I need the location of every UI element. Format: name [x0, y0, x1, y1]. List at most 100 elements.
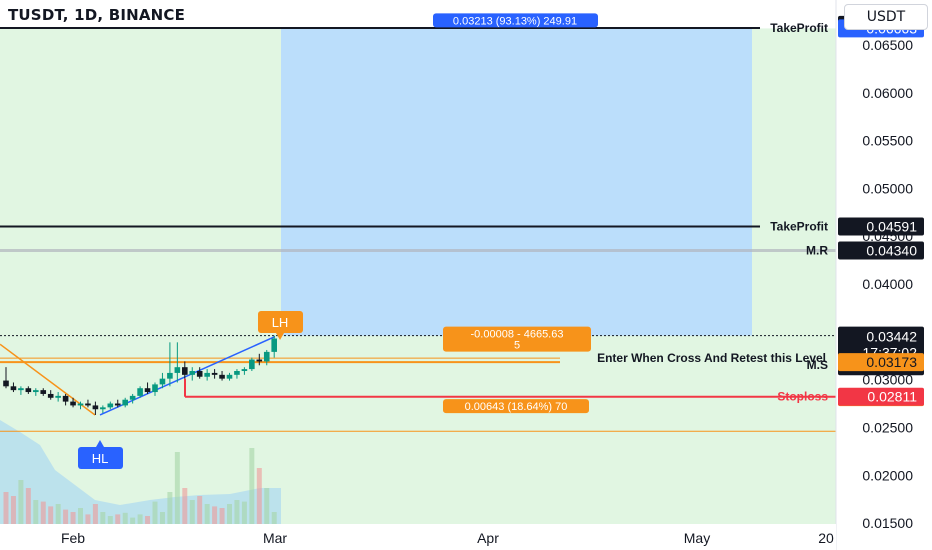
- candle-body: [144, 388, 151, 393]
- volume-bar: [234, 500, 240, 524]
- right-green-zone: [752, 28, 836, 525]
- volume-bar: [137, 514, 143, 524]
- mr-price-tag: 0.04340: [866, 243, 917, 259]
- stoploss-label: Stoploss: [777, 390, 828, 404]
- candle-body: [77, 403, 84, 406]
- entry-label-2: 5: [514, 340, 520, 352]
- x-tick-label: Mar: [263, 530, 287, 546]
- entry-label-box: [443, 326, 591, 352]
- candle-body: [196, 371, 203, 377]
- stop-label-box: [443, 399, 589, 414]
- x-tick-label: May: [684, 530, 710, 546]
- candle-body: [70, 401, 76, 406]
- chart-title: TUSDT, 1D, BINANCE: [8, 6, 186, 24]
- x-tick-label: 20: [818, 530, 834, 546]
- candle-body: [249, 359, 255, 370]
- y-tick-label: 0.03000: [862, 372, 913, 388]
- candle-body: [33, 390, 39, 393]
- left-green-zone: [0, 28, 281, 525]
- volume-bar: [189, 500, 195, 524]
- target-label: 0.03213 (93.13%) 249.91: [453, 15, 577, 27]
- candle-body: [234, 371, 240, 375]
- downtrend-line: [0, 343, 96, 416]
- volume-bar: [182, 488, 188, 524]
- uptrend-line: [99, 335, 276, 416]
- y-tick-label: 0.04000: [862, 276, 913, 292]
- candle-body: [204, 372, 210, 377]
- ms-price-tag: 0.03173: [866, 354, 917, 370]
- volume-bar: [130, 517, 136, 524]
- lower-green-zone: [281, 335, 752, 524]
- time-axis-bg: [0, 524, 836, 550]
- volume-bar: [122, 512, 128, 524]
- entry-note: Enter When Cross And Retest this Level: [597, 351, 826, 365]
- tp2-price-tag-box: [838, 217, 924, 236]
- level-label: TakeProfit: [770, 21, 828, 35]
- price-axis-bg: [836, 0, 932, 550]
- target-label-box: [433, 13, 598, 28]
- volume-bar: [40, 501, 46, 524]
- y-tick-label: 0.06500: [862, 37, 913, 53]
- volume-bar: [145, 516, 151, 524]
- candle-body: [122, 399, 128, 406]
- stoploss-price-tag: 0.02811: [867, 389, 917, 405]
- stop-label: 0.00643 (18.64%) 70: [465, 401, 568, 413]
- volume-bar: [18, 480, 24, 524]
- y-tick-label: 0.02500: [862, 419, 913, 435]
- currency-button[interactable]: USDT: [844, 4, 928, 30]
- volume-bar: [115, 514, 121, 524]
- candle-body: [211, 372, 218, 375]
- volume-bar: [249, 448, 255, 524]
- volume-bar: [33, 500, 39, 524]
- lh-pointer: [276, 333, 284, 340]
- volume-bar: [3, 492, 9, 524]
- hl-label: HL: [92, 451, 109, 466]
- last-price-tag: 0.03442: [866, 328, 917, 344]
- candle-body: [10, 386, 17, 391]
- volume-bar: [85, 514, 91, 524]
- candle-body: [85, 403, 91, 406]
- candle-body: [62, 395, 69, 402]
- volume-bar: [174, 452, 180, 524]
- tp2-price-tag: 0.04591: [866, 219, 917, 235]
- y-tick-label: 0.05500: [862, 133, 913, 149]
- last-price-box: [838, 327, 924, 362]
- lh-box: [258, 311, 303, 333]
- x-tick-label: Apr: [477, 530, 499, 546]
- candle-body: [226, 374, 233, 379]
- candle-body: [100, 407, 106, 410]
- volume-ma-area: [0, 420, 281, 524]
- candle-body: [92, 405, 99, 410]
- volume-bar: [152, 501, 158, 524]
- x-tick-label: Feb: [61, 530, 85, 546]
- candle-body: [189, 371, 196, 375]
- hl-pointer: [96, 440, 104, 447]
- volume-bar: [48, 506, 54, 524]
- candle-body: [137, 388, 143, 396]
- volume-bar: [159, 512, 165, 524]
- candle-body: [3, 380, 9, 387]
- candle-body: [159, 378, 166, 385]
- volume-bar: [107, 516, 113, 524]
- candle-body: [114, 403, 121, 406]
- candle-body: [152, 384, 158, 393]
- y-tick-label: 0.01500: [862, 515, 913, 531]
- hl-box: [78, 447, 123, 469]
- y-tick-label: 0.06000: [862, 85, 913, 101]
- volume-bar: [63, 509, 69, 524]
- volume-bar: [92, 504, 98, 524]
- candle-body: [256, 359, 263, 362]
- candle-body: [263, 351, 270, 362]
- volume-bar: [271, 512, 277, 524]
- volume-bar: [70, 512, 76, 524]
- volume-bar: [204, 504, 210, 524]
- ms-label: M.S: [807, 358, 828, 372]
- y-tick-label: 0.02000: [862, 467, 913, 483]
- candle-body: [174, 367, 181, 373]
- volume-bar: [78, 508, 83, 524]
- level-label: TakeProfit: [770, 220, 828, 234]
- candle-body: [219, 374, 225, 379]
- volume-bar: [212, 506, 218, 524]
- volume-bar: [256, 468, 262, 524]
